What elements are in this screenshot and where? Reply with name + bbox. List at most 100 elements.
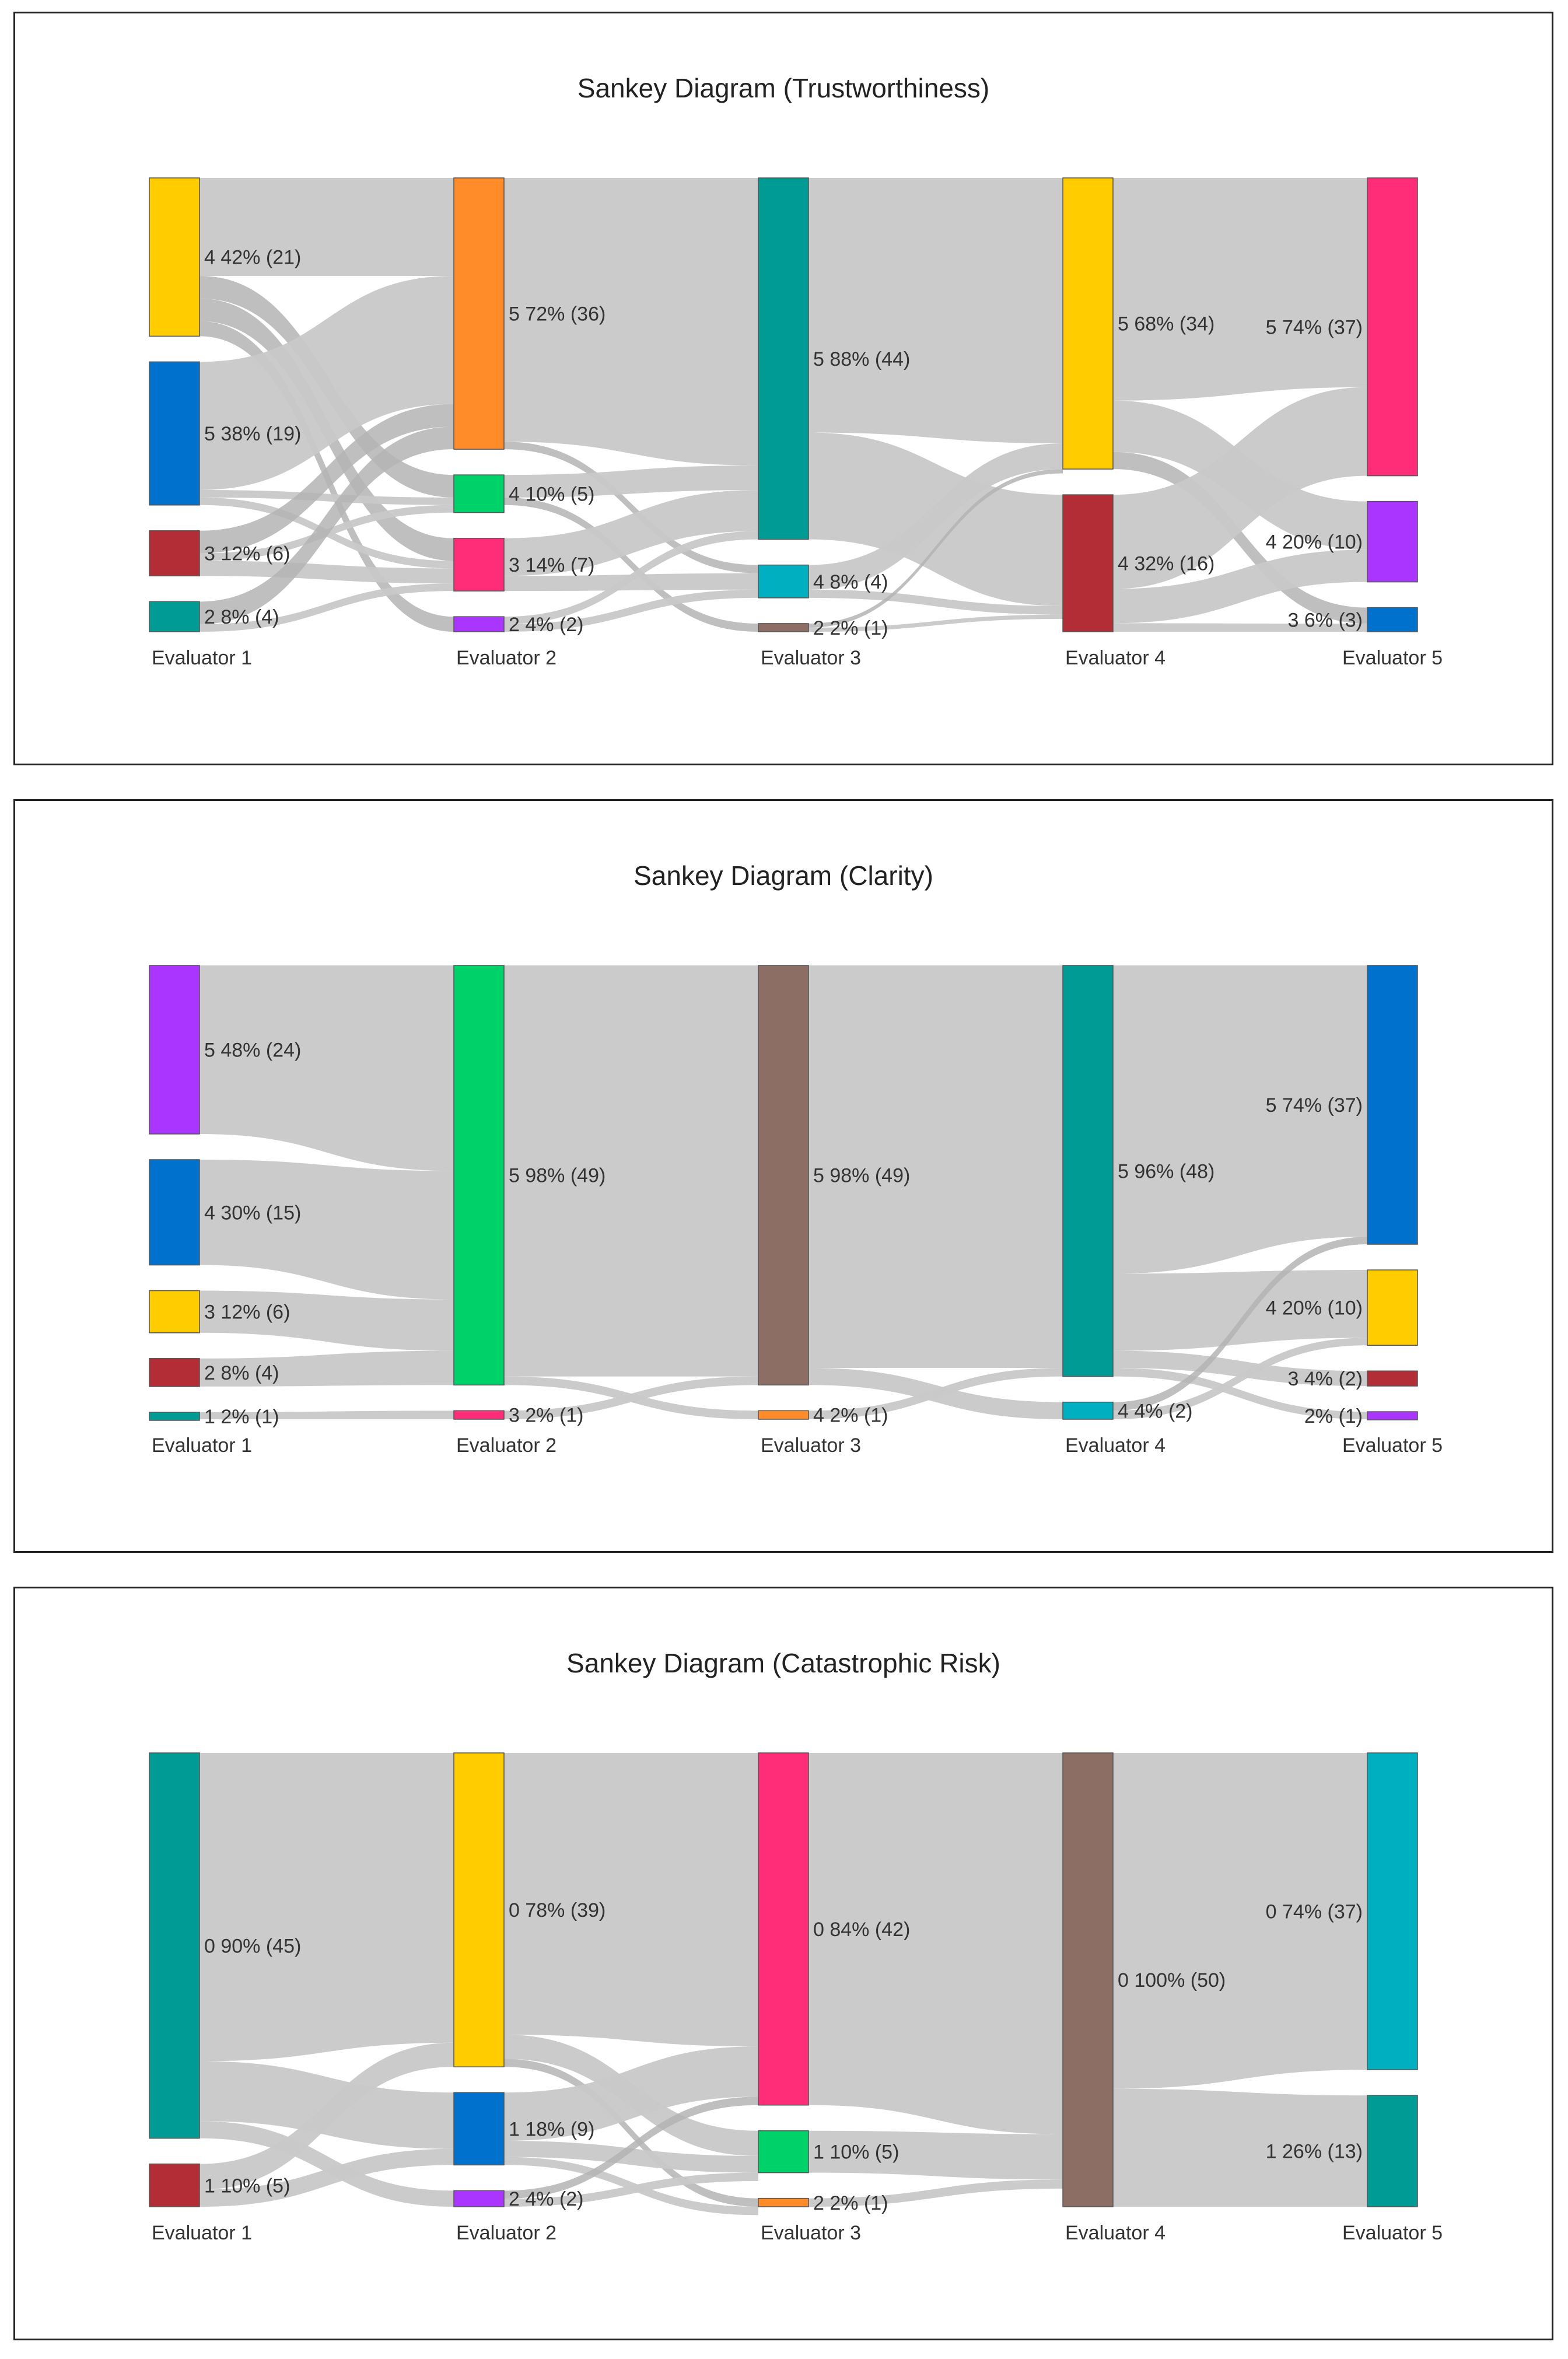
node-label: 2 2% (1) bbox=[813, 617, 888, 639]
sankey-link-2-0 bbox=[808, 1753, 1063, 2134]
sankey-link-1-4 bbox=[504, 490, 758, 576]
sankey-link-1-3 bbox=[504, 497, 758, 632]
column-label: Evaluator 1 bbox=[152, 647, 252, 669]
sankey-link-2-3 bbox=[808, 589, 1063, 615]
sankey-node bbox=[758, 1410, 809, 1420]
sankey-node bbox=[1367, 1411, 1418, 1420]
chart-title: Sankey Diagram (Catastrophic Risk) bbox=[566, 1648, 1000, 1678]
node-label: 5 96% (48) bbox=[1118, 1160, 1214, 1182]
node-label: 0 90% (45) bbox=[204, 1935, 301, 1957]
column-label: Evaluator 4 bbox=[1065, 1434, 1166, 1457]
node-label: 5 88% (44) bbox=[813, 348, 910, 370]
sankey-link-2-2 bbox=[808, 1367, 1063, 1419]
node-label: 0 74% (37) bbox=[1266, 1901, 1363, 1923]
sankey-node bbox=[1367, 2095, 1418, 2207]
sankey-node bbox=[149, 530, 200, 577]
column-label: Evaluator 3 bbox=[761, 2222, 861, 2244]
sankey-link-2-2 bbox=[808, 2179, 1063, 2207]
sankey-link-0-0 bbox=[200, 178, 454, 276]
sankey-link-1-6 bbox=[504, 531, 758, 625]
column-label: Evaluator 3 bbox=[761, 1434, 861, 1457]
node-label: 2% (1) bbox=[1304, 1405, 1363, 1427]
column-label: Evaluator 4 bbox=[1065, 647, 1166, 669]
links-layer bbox=[200, 178, 1367, 632]
sankey-panel-clarity: Sankey Diagram (Clarity) 5 48% (24) 4 30% … bbox=[13, 799, 1553, 1553]
sankey-link-1-5 bbox=[504, 573, 758, 592]
node-label: 3 6% (3) bbox=[1288, 609, 1363, 631]
sankey-node bbox=[1062, 1752, 1114, 2207]
sankey-link-1-2 bbox=[504, 2059, 758, 2207]
sankey-link-3-0 bbox=[1113, 1753, 1367, 2089]
node-label: 4 42% (21) bbox=[204, 247, 301, 269]
node-label: 4 4% (2) bbox=[1118, 1400, 1193, 1422]
node-label: 2 2% (1) bbox=[813, 2192, 888, 2214]
sankey-node bbox=[149, 1752, 200, 2139]
sankey-node bbox=[758, 1752, 809, 2106]
sankey-node bbox=[453, 537, 505, 592]
sankey-link-0-4 bbox=[200, 1410, 454, 1419]
sankey-link-3-4 bbox=[1113, 1237, 1367, 1411]
sankey-link-1-4 bbox=[504, 2141, 758, 2173]
sankey-link-0-1 bbox=[200, 1159, 454, 1300]
column-label: Evaluator 1 bbox=[152, 1434, 252, 1457]
node-label: 5 38% (19) bbox=[204, 423, 301, 445]
sankey-link-3-4 bbox=[1113, 550, 1367, 624]
sankey-link-3-0 bbox=[1113, 965, 1367, 1274]
sankey-node bbox=[453, 177, 505, 450]
node-label: 1 10% (5) bbox=[204, 2175, 290, 2197]
sankey-link-0-4 bbox=[200, 275, 454, 490]
links-layer bbox=[200, 965, 1367, 1419]
sankey-link-3-0 bbox=[1113, 178, 1367, 401]
sankey-link-1-1 bbox=[504, 442, 758, 573]
sankey-node bbox=[149, 177, 200, 337]
sankey-link-0-2 bbox=[200, 2121, 454, 2207]
sankey-link-3-3 bbox=[1113, 387, 1367, 589]
sankey-link-2-0 bbox=[808, 965, 1063, 1368]
sankey-node bbox=[758, 177, 809, 540]
column-label: Evaluator 2 bbox=[456, 647, 556, 669]
sankey-node bbox=[758, 564, 809, 598]
sankey-node bbox=[758, 2197, 809, 2207]
sankey-node bbox=[453, 1752, 505, 2067]
node-label: 5 74% (37) bbox=[1266, 316, 1363, 338]
node-label: 5 98% (49) bbox=[813, 1165, 910, 1187]
sankey-node bbox=[149, 965, 200, 1135]
node-label: 4 2% (1) bbox=[813, 1405, 888, 1427]
sankey-node bbox=[1367, 1370, 1418, 1387]
sankey-link-1-0 bbox=[504, 178, 758, 466]
sankey-link-1-2 bbox=[504, 465, 758, 498]
sankey-link-0-4 bbox=[200, 2148, 454, 2207]
node-label: 2 8% (4) bbox=[204, 606, 279, 628]
column-label: Evaluator 2 bbox=[456, 2222, 556, 2244]
sankey-link-1-7 bbox=[504, 589, 758, 632]
sankey-link-3-2 bbox=[1113, 452, 1367, 624]
sankey-node bbox=[149, 1159, 200, 1266]
links-layer bbox=[200, 1753, 1367, 2216]
sankey-link-2-0 bbox=[808, 178, 1063, 444]
sankey-panel-trustworthiness: Sankey Diagram (Trustworthiness) 4 42% (2… bbox=[13, 12, 1553, 765]
node-label: 2 4% (2) bbox=[509, 2188, 584, 2210]
sankey-node bbox=[758, 2130, 809, 2174]
sankey-link-1-0 bbox=[504, 965, 758, 1377]
sankey-link-0-11 bbox=[200, 583, 454, 632]
node-label: 1 10% (5) bbox=[813, 2141, 899, 2164]
sankey-link-0-2 bbox=[200, 1290, 454, 1351]
sankey-chart-trustworthiness: Sankey Diagram (Trustworthiness) 4 42% (2… bbox=[149, 73, 1443, 669]
node-label: 2 8% (4) bbox=[204, 1362, 279, 1384]
node-label: 5 74% (37) bbox=[1266, 1094, 1363, 1116]
sankey-link-1-7 bbox=[504, 2172, 758, 2207]
node-label: 5 48% (24) bbox=[204, 1039, 301, 1061]
node-label: 0 100% (50) bbox=[1118, 1969, 1226, 1992]
sankey-node bbox=[1062, 1401, 1114, 1420]
sankey-link-0-5 bbox=[200, 489, 454, 505]
sankey-node bbox=[453, 616, 505, 632]
column-label: Evaluator 3 bbox=[761, 647, 861, 669]
node-label: 5 98% (49) bbox=[509, 1165, 606, 1187]
node-label: 3 14% (7) bbox=[509, 554, 594, 576]
column-label: Evaluator 5 bbox=[1342, 1434, 1443, 1457]
node-label: 4 32% (16) bbox=[1118, 553, 1214, 575]
sankey-node bbox=[1367, 607, 1418, 632]
node-label: 4 10% (5) bbox=[509, 483, 594, 505]
sankey-link-0-7 bbox=[200, 404, 454, 554]
node-label: 0 84% (42) bbox=[813, 1919, 910, 1941]
